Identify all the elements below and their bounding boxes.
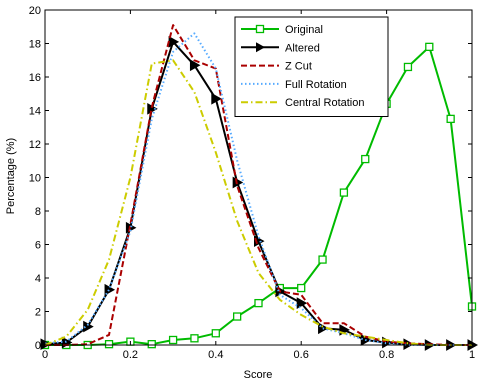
- data-point-square: [104, 340, 114, 349]
- x-tick-label: 0.8: [379, 349, 394, 361]
- data-point-square: [339, 188, 349, 197]
- data-point-square: [318, 255, 327, 264]
- data-point-triangle: [403, 338, 414, 351]
- y-tick-label: 6: [35, 240, 41, 252]
- series-line: [44, 32, 472, 346]
- data-point-square: [425, 42, 434, 51]
- legend-box: [234, 16, 389, 117]
- y-tick-label: 10: [29, 173, 41, 185]
- legend: Original Altered Z Cut Full Rotation Central…: [234, 16, 389, 117]
- y-tick-label: 12: [29, 139, 41, 151]
- series-central-rotation: [44, 59, 472, 346]
- legend-marker-triangle: [256, 42, 265, 53]
- y-tick-label: 18: [29, 39, 41, 51]
- x-tick-label: 0.2: [123, 349, 138, 361]
- data-point-triangle: [211, 92, 222, 105]
- data-point-square: [190, 334, 199, 343]
- x-tick-label: 0.6: [294, 349, 309, 361]
- x-tick-label: 1: [469, 349, 475, 361]
- x-tick-label: 0: [42, 349, 48, 361]
- y-tick-label: 4: [35, 273, 41, 285]
- legend-label: Full Rotation: [285, 79, 347, 91]
- data-point-square: [147, 340, 156, 349]
- data-point-square: [446, 114, 455, 124]
- data-point-square: [168, 335, 178, 345]
- data-point-triangle: [296, 297, 308, 309]
- data-point-square: [361, 154, 370, 164]
- legend-label: Altered: [285, 42, 320, 54]
- legend-item: Full Rotation: [241, 79, 347, 91]
- series-line: [44, 59, 472, 346]
- legend-item: Altered: [241, 42, 320, 54]
- data-point-square: [297, 283, 306, 293]
- legend-item: Z Cut: [241, 61, 312, 73]
- legend-item: Original: [241, 24, 323, 36]
- series-full-rotation: [44, 32, 472, 346]
- y-tick-label: 8: [35, 206, 41, 218]
- y-tick-label: 0: [35, 340, 41, 352]
- x-tick-label: 0.4: [208, 349, 223, 361]
- data-point-square: [254, 298, 263, 308]
- data-point-square: [403, 62, 413, 72]
- legend-marker-square: [255, 24, 265, 34]
- y-axis-label: Percentage (%): [5, 138, 17, 214]
- data-point-square: [232, 312, 242, 321]
- data-point-triangle: [189, 59, 201, 72]
- y-tick-label: 16: [29, 72, 41, 84]
- data-point-square: [211, 329, 220, 338]
- y-tick-label: 2: [35, 307, 41, 319]
- legend-label: Z Cut: [285, 61, 312, 73]
- legend-item: Central Rotation: [241, 97, 365, 109]
- y-tick-label: 20: [29, 5, 41, 17]
- x-axis-label: Score: [244, 369, 273, 381]
- y-tick-label: 14: [29, 106, 41, 118]
- legend-label: Original: [285, 24, 323, 36]
- series-original: [40, 42, 477, 350]
- legend-label: Central Rotation: [285, 97, 365, 109]
